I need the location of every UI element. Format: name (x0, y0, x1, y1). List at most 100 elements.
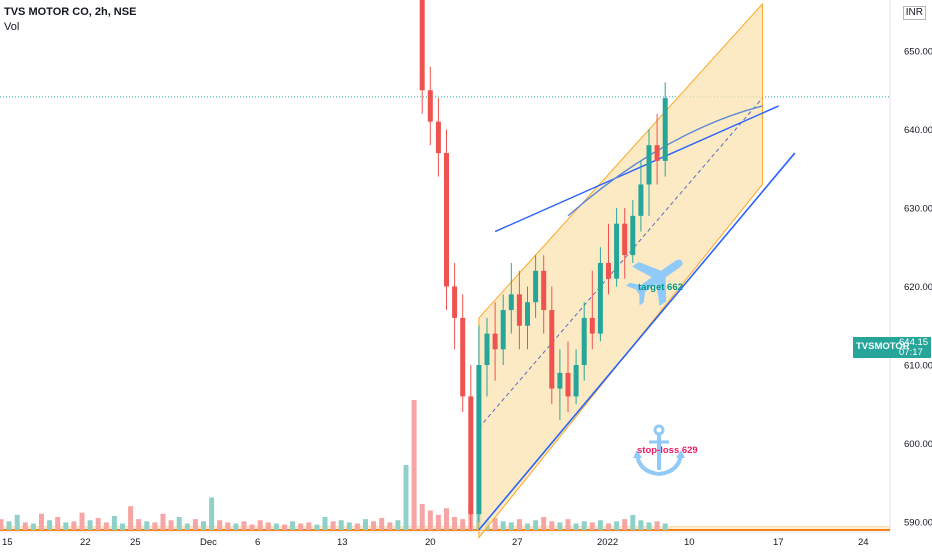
x-tick-label: 25 (130, 537, 141, 548)
volume-bar (581, 521, 587, 530)
volume-bar (160, 513, 166, 530)
volume-bar (201, 521, 206, 530)
volume-bar (176, 517, 182, 530)
candle-body (614, 223, 620, 279)
volume-bar (71, 521, 77, 530)
volume-bar (533, 520, 539, 530)
volume-bar (120, 523, 125, 530)
volume-bar (638, 520, 644, 530)
volume-bar (508, 522, 514, 530)
price-tag-value: 644.15 (899, 337, 929, 348)
y-tick-label: 650.00 (904, 47, 932, 58)
volume-bar (500, 521, 506, 530)
volume-bar (128, 506, 134, 530)
volume-bar (306, 522, 312, 530)
volume-bar (265, 522, 271, 530)
airplane-icon (625, 259, 683, 306)
stop-loss-label: stop-loss 629 (637, 445, 698, 456)
candle-body (500, 310, 506, 350)
volume-bar (95, 518, 101, 530)
candle-body (435, 121, 441, 154)
volume-bar (363, 519, 368, 530)
candle-body (516, 294, 522, 326)
candle-body (638, 184, 644, 216)
volume-bar (646, 522, 652, 530)
volume-bar (322, 517, 328, 530)
volume-bar (30, 523, 36, 530)
y-tick-label: 620.00 (904, 282, 932, 293)
price-channel (478, 2, 763, 540)
volume-bar (136, 519, 142, 530)
volume-bar (419, 504, 425, 530)
volume-bar (549, 521, 555, 530)
y-tick-label: 640.00 (904, 125, 932, 136)
candle-body (508, 294, 514, 311)
price-tag: TVSMOTOR 644.15 07:17 (853, 337, 931, 358)
volume-bar (346, 522, 352, 530)
candle-body (460, 317, 466, 397)
volume-bar (403, 465, 409, 530)
candle-body (557, 372, 563, 389)
anchor-icon (633, 424, 685, 477)
candle-body (654, 145, 660, 161)
volume-bar (597, 520, 603, 530)
volume-bar (184, 523, 190, 530)
volume-bar (338, 520, 344, 530)
candle-body (589, 317, 595, 334)
volume-bar (290, 521, 296, 530)
volume-bar (22, 522, 28, 530)
candle-body (581, 317, 587, 365)
candle-body (573, 365, 579, 397)
x-tick-label: 17 (773, 537, 784, 548)
volume-bar (47, 520, 53, 530)
candle-body (565, 372, 571, 397)
volume-bar (525, 523, 530, 530)
x-tick-label: 20 (425, 537, 436, 548)
currency-badge[interactable]: INR (902, 6, 926, 20)
y-tick-label: 610.00 (904, 361, 932, 372)
volume-bar (152, 522, 158, 530)
volume-bar (589, 522, 595, 530)
volume-bar (103, 522, 109, 530)
candle-body (427, 90, 433, 122)
volume-bar (614, 521, 620, 530)
volume-bar (330, 521, 336, 530)
x-tick-label: 6 (255, 537, 260, 548)
volume-bar (622, 519, 628, 530)
support-trendline (478, 152, 796, 531)
candle-body (622, 223, 628, 256)
volume-bar (144, 521, 150, 530)
volume-bar (516, 519, 522, 530)
volume-bar (662, 523, 668, 530)
x-tick-label: 2022 (597, 537, 618, 548)
volume-bar (371, 521, 377, 530)
volume-bar (233, 523, 239, 530)
volume-label: Vol (4, 21, 20, 33)
volume-bar (630, 514, 636, 530)
volume-bar (573, 523, 579, 530)
candle-body (549, 310, 555, 389)
volume-bar (298, 523, 304, 530)
price-tag-symbol: TVSMOTOR (856, 341, 910, 352)
volume-bar (168, 520, 174, 530)
candle-body (630, 215, 636, 256)
volume-bar (411, 400, 417, 530)
volume-bar (565, 519, 571, 530)
x-tick-label: Dec (200, 537, 217, 548)
chart-title: TVS MOTOR CO, 2h, NSE (4, 6, 136, 18)
x-tick-label: 15 (2, 537, 13, 548)
candle-body (646, 145, 652, 185)
candle-body (662, 98, 668, 161)
volume-bar (314, 524, 320, 530)
volume-bar (257, 520, 263, 530)
candle-body (468, 396, 474, 515)
volume-bar (6, 521, 12, 530)
volume-bar (387, 522, 393, 530)
volume-bar (273, 523, 279, 530)
candle-body (419, 0, 425, 91)
channel-midline (478, 97, 763, 429)
volume-bar (379, 518, 385, 530)
volume-bar (492, 518, 498, 530)
